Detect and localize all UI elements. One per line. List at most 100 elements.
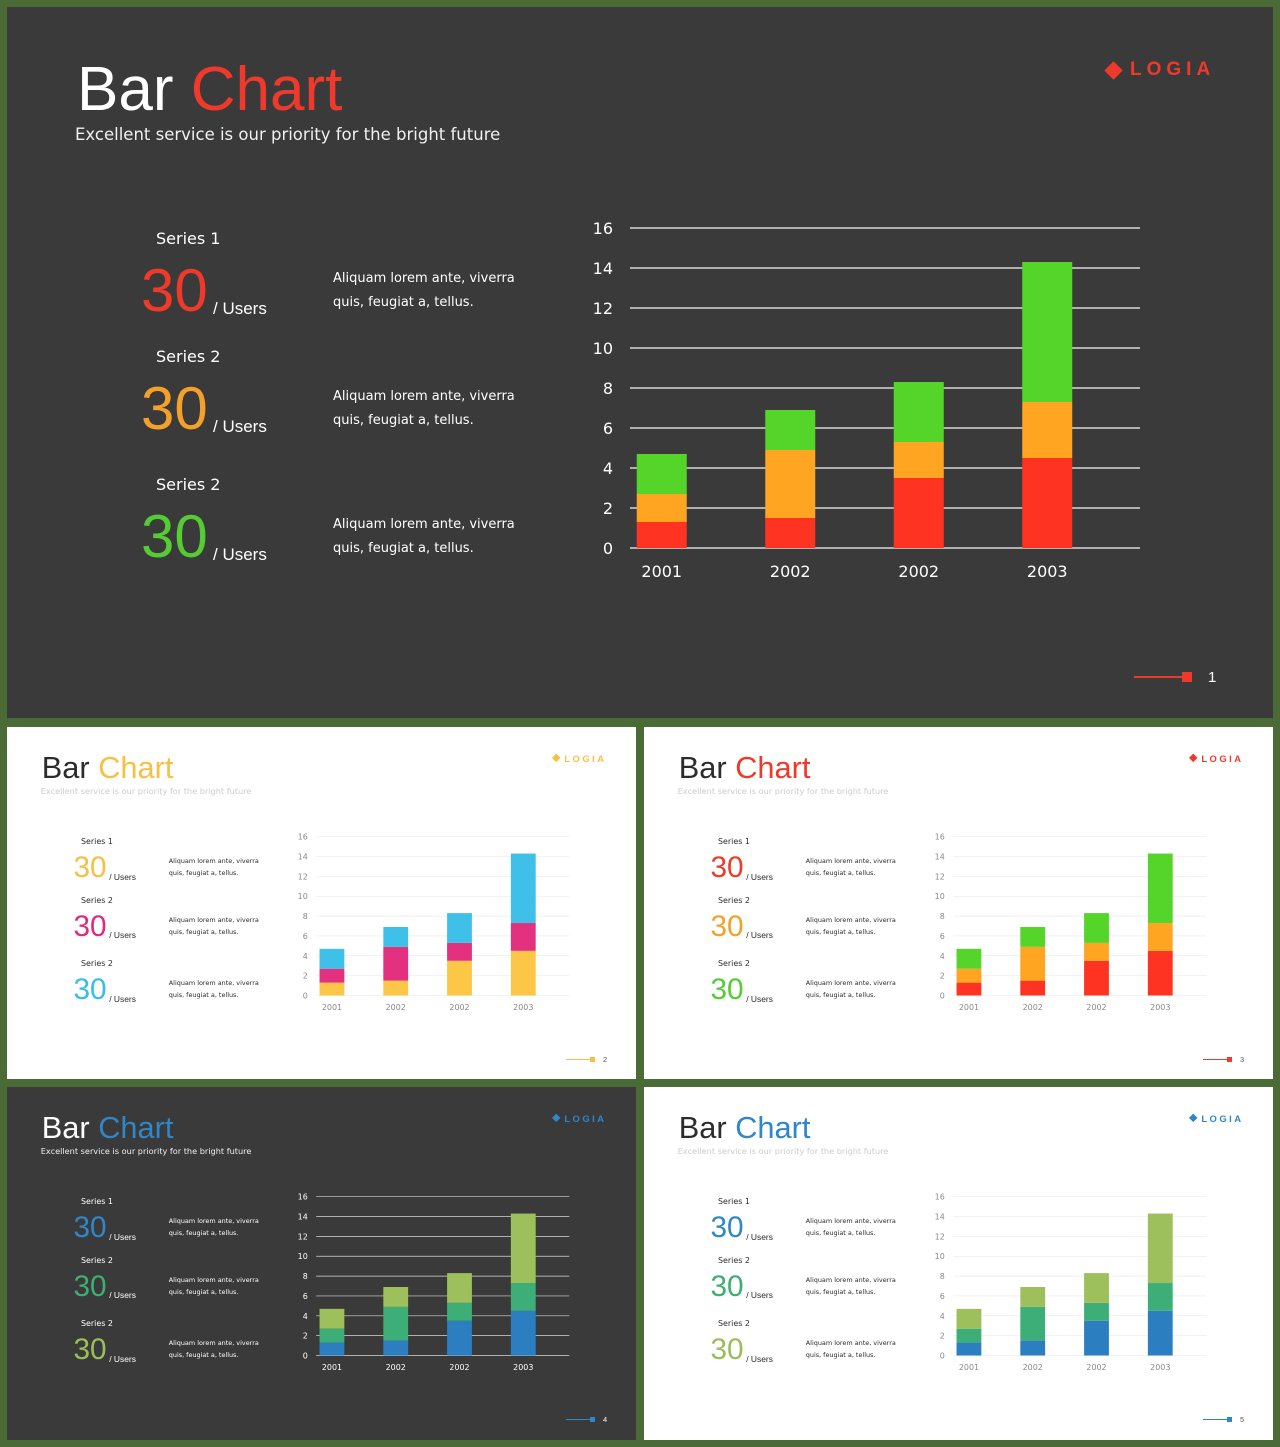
bar-segment-series-2 xyxy=(956,1328,982,1343)
y-tick-label: 10 xyxy=(298,892,308,901)
bar-segment-series-1 xyxy=(1147,950,1173,996)
series-label: Series 2 xyxy=(717,1319,750,1329)
y-tick-label: 0 xyxy=(603,539,613,558)
bar-segment-series-1 xyxy=(447,1320,472,1356)
bar-segment-series-1 xyxy=(956,1342,982,1356)
title-accent: Chart xyxy=(190,55,343,124)
series-unit: / Users xyxy=(746,994,773,1004)
series-unit: / Users xyxy=(746,1231,773,1242)
bar-segment-series-3 xyxy=(1084,1273,1109,1303)
bar-segment-series-1 xyxy=(893,478,944,548)
slide-4: Bar Chart Excellent service is our priori… xyxy=(7,1087,636,1440)
y-tick-label: 6 xyxy=(303,932,308,941)
description-line-2: quis, feugiat a, tellus. xyxy=(168,927,239,936)
y-tick-label: 2 xyxy=(603,499,613,518)
series-label: Series 2 xyxy=(156,347,221,366)
stacked-bar-chart: 0 2 4 6 8 10 12 14 16 2001 2002 2002 2003 xyxy=(298,833,570,1012)
page-number: 1 xyxy=(1208,668,1217,686)
slide-title: Bar Chart xyxy=(41,749,174,785)
x-tick-label: 2001 xyxy=(322,1003,342,1012)
x-tick-label: 2001 xyxy=(959,1003,979,1012)
bar-segment-series-2 xyxy=(893,442,944,478)
bar-segment-series-2 xyxy=(510,1283,536,1311)
brand-logo: LOGIA xyxy=(551,753,607,764)
bar-segment-series-3 xyxy=(765,410,816,450)
bar-segment-series-1 xyxy=(1022,458,1073,548)
title-main: Bar xyxy=(41,1109,90,1145)
slide-subtitle: Excellent service is our priority for th… xyxy=(40,1145,252,1156)
description-line-1: Aliquam lorem ante, viverra xyxy=(805,857,896,866)
series-value: 30 xyxy=(141,375,208,442)
x-tick-label: 2002 xyxy=(898,562,939,581)
bar-segment-series-3 xyxy=(956,948,982,969)
series-description: Aliquam lorem ante, viverra quis, feugiat… xyxy=(806,856,896,880)
bar-segment-series-2 xyxy=(1147,1283,1173,1311)
bar-segment-series-3 xyxy=(447,913,472,943)
series-unit: / Users xyxy=(109,994,136,1004)
description-line-1: Aliquam lorem ante, viverra xyxy=(168,857,259,866)
series-unit: / Users xyxy=(746,1354,773,1364)
bar-segment-series-1 xyxy=(1020,980,1046,996)
bar-segment-series-3 xyxy=(383,927,409,947)
brand-logo: LOGIA xyxy=(1188,1112,1244,1124)
series-description: Aliquam lorem ante, viverra quis, feugiat… xyxy=(169,1216,259,1240)
logo-text: LOGIA xyxy=(1201,752,1244,764)
y-tick-label: 4 xyxy=(303,952,308,961)
series-value: 30 xyxy=(73,1269,107,1303)
title-main: Bar xyxy=(678,749,727,785)
stacked-bar-chart: 0 2 4 6 8 10 12 14 16 2001 2002 2002 2003 xyxy=(935,1193,1207,1372)
series-value: 30 xyxy=(141,257,208,324)
series-label: Series 1 xyxy=(80,837,113,847)
page-indicator-line xyxy=(566,1419,591,1420)
brand-logo: LOGIA xyxy=(551,1113,607,1124)
description-line-2: quis, feugiat a, tellus. xyxy=(168,1351,239,1360)
bar-segment-series-3 xyxy=(510,1213,536,1284)
y-tick-label: 14 xyxy=(935,1213,945,1222)
bar-segment-series-2 xyxy=(1084,942,1109,961)
y-tick-label: 12 xyxy=(593,299,613,318)
slide-title: Bar Chart xyxy=(678,749,811,785)
bar-segment-series-1 xyxy=(1084,1320,1109,1356)
series-description: Aliquam lorem ante, viverra quis, feugiat… xyxy=(806,915,896,939)
y-tick-label: 12 xyxy=(935,872,945,881)
y-tick-label: 4 xyxy=(303,1312,308,1321)
slide-2: Bar Chart Excellent service is our priori… xyxy=(7,727,636,1079)
page-indicator-dot xyxy=(590,1057,596,1062)
series-description: Aliquam lorem ante, viverra quis, feugiat… xyxy=(333,513,515,561)
description-line-2: quis, feugiat a, tellus. xyxy=(333,295,474,310)
logo-text: LOGIA xyxy=(1201,1112,1244,1124)
x-tick-label: 2001 xyxy=(959,1363,979,1372)
stacked-bar-chart: 0 2 4 6 8 10 12 14 16 2001 2002 2002 2003 xyxy=(298,1193,570,1372)
slide-subtitle: Excellent service is our priority for th… xyxy=(677,785,889,796)
bar-segment-series-2 xyxy=(1020,1306,1046,1341)
x-tick-label: 2003 xyxy=(513,1003,533,1012)
series-label: Series 2 xyxy=(717,959,750,969)
series-value: 30 xyxy=(710,1333,744,1367)
series-value: 30 xyxy=(73,1211,107,1245)
page-indicator: 4 xyxy=(566,1415,607,1425)
bar-segment-series-2 xyxy=(383,1306,409,1341)
bar-segment-series-1 xyxy=(1084,960,1109,996)
page-indicator: 5 xyxy=(1203,1415,1244,1425)
series-unit: / Users xyxy=(213,299,267,318)
series-unit: / Users xyxy=(213,545,267,564)
series-unit: / Users xyxy=(213,417,267,436)
y-tick-label: 12 xyxy=(935,1232,945,1241)
series-unit: / Users xyxy=(746,930,773,941)
series-description: Aliquam lorem ante, viverra quis, feugiat… xyxy=(169,1338,259,1362)
y-tick-label: 8 xyxy=(303,1272,308,1281)
series-label: Series 2 xyxy=(156,475,221,494)
title-main: Bar xyxy=(41,749,90,785)
description-line-1: Aliquam lorem ante, viverra xyxy=(805,979,896,988)
bar-segment-series-2 xyxy=(765,450,816,518)
bar-segment-series-2 xyxy=(447,942,472,961)
page-indicator-line xyxy=(566,1059,591,1060)
bar-segment-series-2 xyxy=(319,1328,345,1343)
y-tick-label: 16 xyxy=(298,1193,308,1202)
y-tick-label: 4 xyxy=(940,1312,945,1321)
bar-segment-series-2 xyxy=(1022,402,1073,458)
series-value: 30 xyxy=(73,909,107,943)
y-tick-label: 8 xyxy=(303,912,308,921)
bar-segment-series-1 xyxy=(765,518,816,548)
description-line-2: quis, feugiat a, tellus. xyxy=(805,991,876,1000)
